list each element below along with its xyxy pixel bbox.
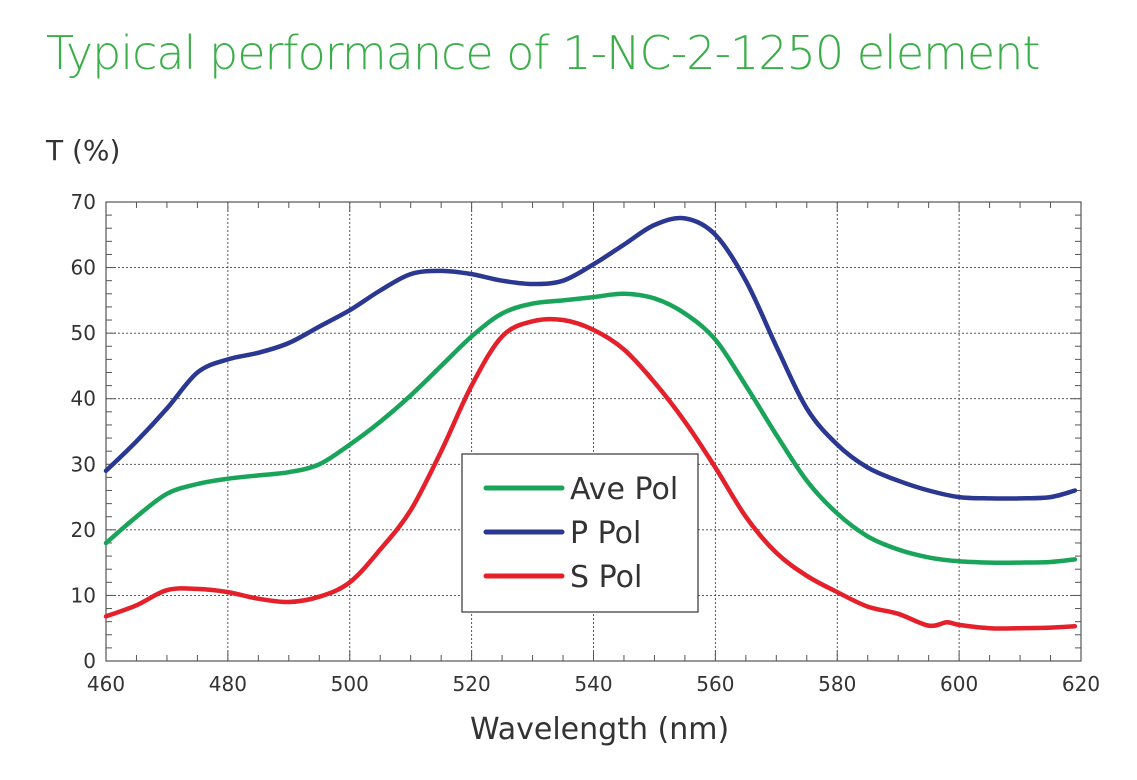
y-tick-labels: 0 10 20 30 40 50 60 70 xyxy=(71,190,96,673)
y-tick-label: 40 xyxy=(71,387,96,411)
x-tick-label: 460 xyxy=(87,672,125,696)
y-tick-label: 30 xyxy=(71,452,96,476)
y-tick-label: 20 xyxy=(71,518,96,542)
series-line-p-pol xyxy=(103,215,1078,501)
plot-frame xyxy=(105,201,1082,662)
series-line-ave-pol xyxy=(103,291,1078,566)
x-tick-label: 500 xyxy=(331,672,369,696)
x-tick-label: 540 xyxy=(574,672,612,696)
y-tick-label: 50 xyxy=(71,321,96,345)
y-tick-label: 0 xyxy=(83,649,96,673)
y-tick-label: 10 xyxy=(71,583,96,607)
series-lines xyxy=(103,215,1078,631)
minor-ticks xyxy=(105,201,1082,662)
x-tick-label: 600 xyxy=(940,672,978,696)
series-line-s-pol xyxy=(103,316,1078,631)
y-tick-label: 70 xyxy=(71,190,96,214)
chart-title: Typical performance of 1-NC-2-1250 eleme… xyxy=(46,26,1040,80)
legend-label-ave-pol: Ave Pol xyxy=(570,472,678,507)
y-tick-label: 60 xyxy=(71,256,96,280)
legend-label-s-pol: S Pol xyxy=(570,560,642,595)
x-axis-label: Wavelength (nm) xyxy=(470,712,730,747)
grid-lines xyxy=(106,202,1081,661)
x-tick-label: 480 xyxy=(209,672,247,696)
x-tick-label: 580 xyxy=(818,672,856,696)
legend-label-p-pol: P Pol xyxy=(570,516,641,551)
x-tick-label: 620 xyxy=(1062,672,1100,696)
legend: Ave Pol P Pol S Pol xyxy=(461,453,699,613)
x-tick-label: 560 xyxy=(696,672,734,696)
x-tick-labels: 460 480 500 520 540 560 580 600 620 xyxy=(87,672,1100,696)
x-tick-label: 520 xyxy=(453,672,491,696)
y-axis-label: T (%) xyxy=(46,134,121,167)
